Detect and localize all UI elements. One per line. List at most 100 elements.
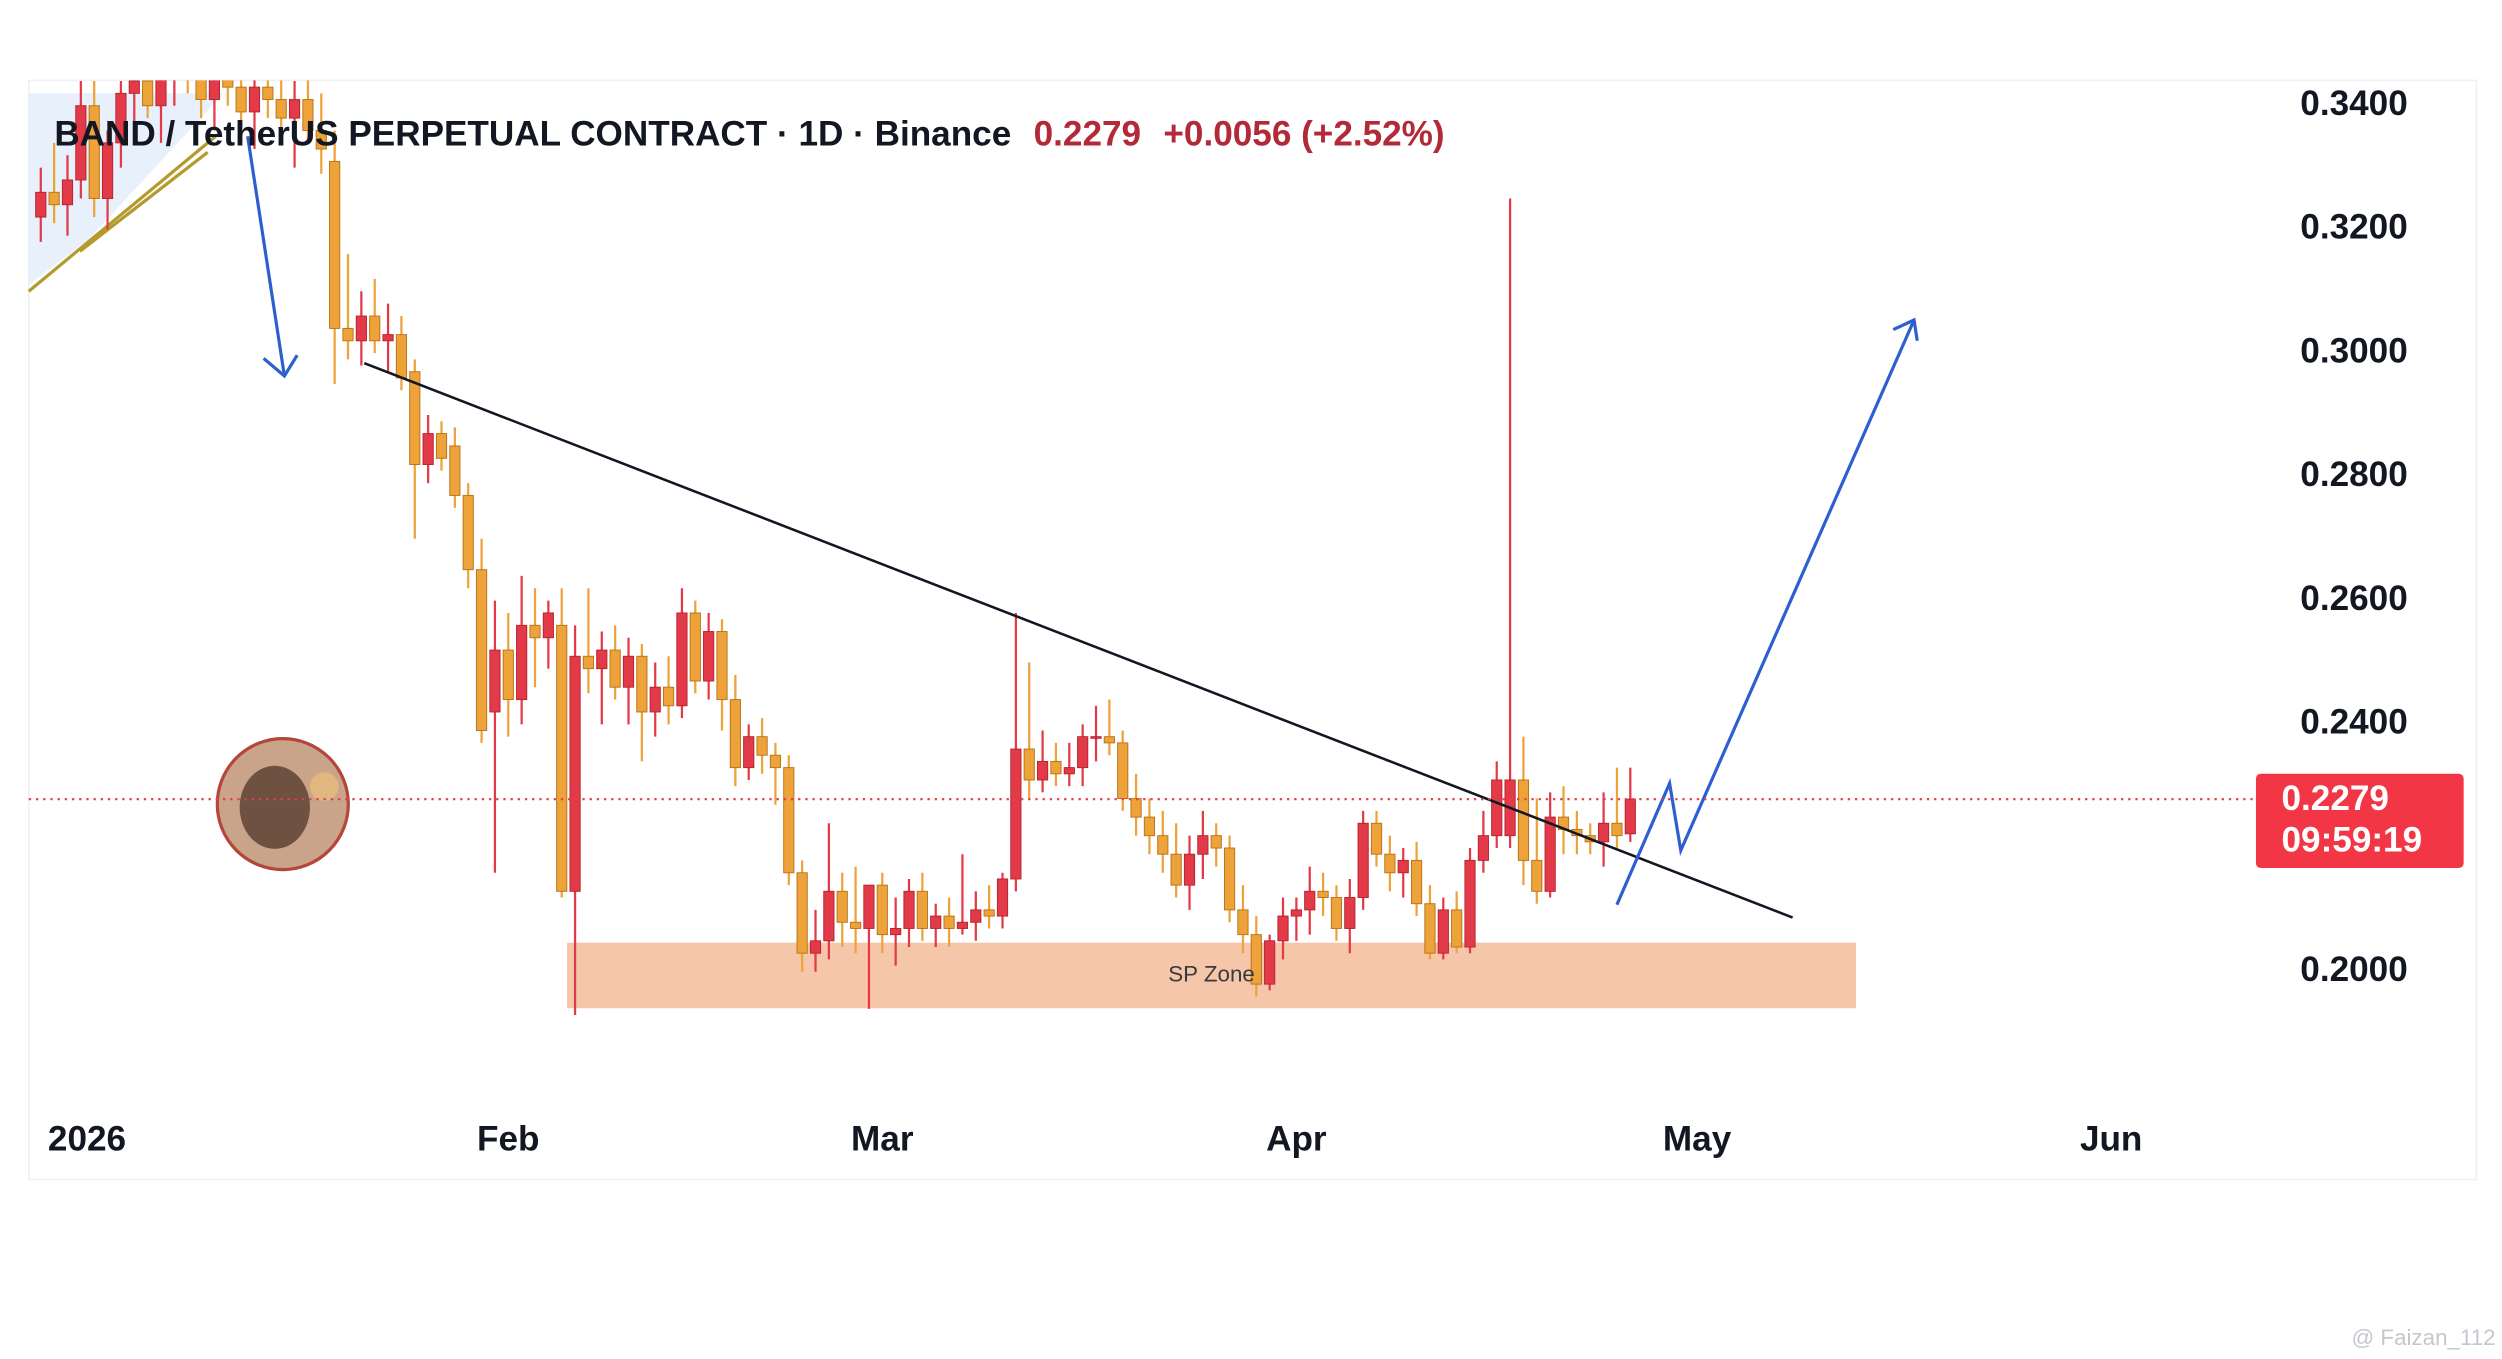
candle-body [783,767,795,874]
candle-body [756,736,768,756]
candle-body [288,99,301,119]
arrow [246,136,286,377]
candle-body [1424,903,1436,954]
candle-body [315,129,327,150]
candle-body [1357,822,1369,898]
x-tick-label: Jun [2080,1120,2142,1159]
candle-body [369,315,381,342]
candle-body [1437,909,1449,954]
candle-body [1344,897,1356,929]
header-change: +0.0056 (+2.52%) [1163,115,1444,154]
candle-body [208,80,221,101]
candle-body [422,433,434,465]
candle-body [395,334,408,379]
axes: 0.3400 0.3200 0.3000 0.2800 0.2600 0.2400 0.20… [48,84,2408,1159]
candle-body [996,878,1009,917]
candle-body [1210,835,1222,849]
y-tick-label: 0.2000 [2300,950,2407,989]
projection-arrow [1615,319,1916,906]
candle-body [275,99,287,119]
candle-body [235,86,247,113]
candle-body [489,649,501,713]
candle-body [622,655,635,688]
candle-body [248,86,261,113]
candle-body [876,884,888,936]
zone-layer [567,942,1857,1009]
x-tick-label: 2026 [48,1120,126,1159]
candle-body [636,655,648,713]
candle-body [128,80,140,94]
candle-body [1130,798,1142,818]
candle-body [115,92,127,144]
candle-body [142,80,154,107]
candle-body [302,99,314,131]
x-tick-label: Feb [477,1120,539,1159]
candle-body [1624,798,1636,835]
y-tick-label: 0.3000 [2300,331,2407,370]
candle-body [1077,736,1089,769]
candle-body [596,649,608,670]
candle-body [542,612,554,639]
candle-body [1157,835,1169,855]
candle-body [1464,859,1476,948]
avatar [215,737,350,872]
y-tick-label: 0.3400 [2300,84,2407,123]
arrow-head [262,354,299,379]
candle-body [930,915,942,929]
candle-body [1063,767,1075,775]
candle-body [849,921,862,929]
y-tick-label: 0.2800 [2300,455,2407,494]
candle-body [1410,859,1423,905]
candle-body [729,699,741,769]
candle-body [1183,853,1196,886]
candle-body [155,80,167,107]
candle-body [355,315,367,342]
candle-body [1491,779,1503,837]
pattern-line [78,150,209,253]
candle-body [1023,748,1035,781]
candle-body [569,655,581,892]
candle-body [956,921,969,929]
candle-body [1451,909,1463,948]
zone-label: SP Zone [1168,961,1255,986]
candles [35,56,1636,1016]
candle-body [609,649,621,688]
watermark: @ Faizan_112 [2352,1325,2496,1350]
candle-body [1317,890,1329,898]
candle-body [1197,835,1209,855]
candle-body [1277,915,1289,942]
candle-body [262,86,274,101]
candle-body [1036,760,1049,781]
candle-body [863,884,875,929]
candle-body [743,736,755,769]
avatar-coin [309,772,339,801]
candle-body [716,631,728,701]
candle-body [183,56,193,68]
candle-body [1237,909,1249,936]
candle-body [836,890,848,923]
candle-body [75,105,87,181]
candle-body [809,940,822,954]
candle-body [48,191,60,206]
candle-body [516,624,528,701]
candle-body [1170,853,1182,886]
candle-body [1250,934,1262,985]
candle-body [61,179,74,206]
support-zone [567,942,1857,1009]
candle-body [649,686,661,713]
candle-body [1544,816,1556,892]
header-price: 0.2279 [1034,115,1141,154]
arrow-head [1892,317,1919,342]
x-tick-label: May [1663,1120,1732,1159]
candle-body [222,80,234,88]
candle-body [1304,890,1316,911]
candle-body [1090,736,1102,739]
pattern-line [27,135,217,293]
y-tick-label: 0.2600 [2300,579,2407,618]
candle-body [769,754,782,769]
countdown: 09:59:19 [2282,821,2423,860]
candle-body [409,371,421,465]
candle-body [1397,859,1409,874]
candle-body [1477,835,1489,861]
